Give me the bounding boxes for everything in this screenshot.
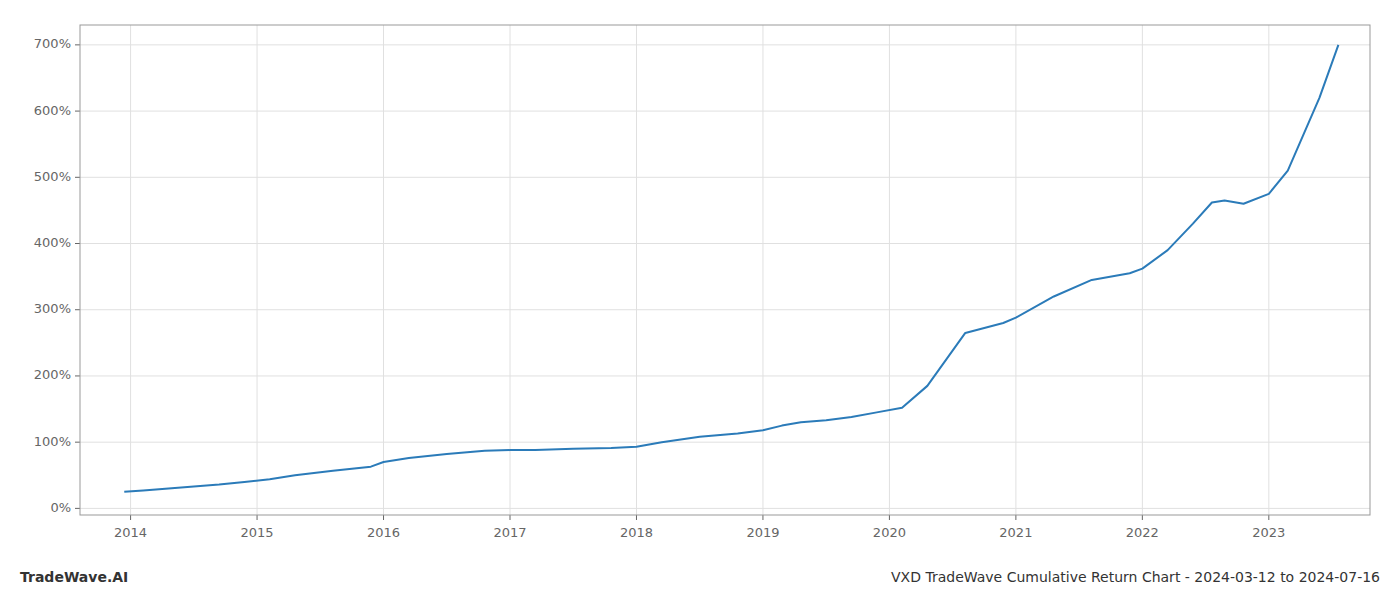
chart: 0% 100% 200% 300% 400% 500% 600% 700% 2014 2015 20… (0, 0, 1400, 600)
grid-line (762, 25, 763, 515)
tick-label: 600% (34, 103, 71, 118)
grid-line (80, 309, 1370, 310)
grid-line (257, 25, 258, 515)
tick-label: 200% (34, 367, 71, 382)
line (124, 45, 1338, 492)
tick-label: 2020 (873, 525, 906, 540)
axes: 0% 100% 200% 300% 400% 500% 600% 700% 2014 2015 20… (34, 25, 1370, 540)
watermark: TradeWave.AI (20, 569, 128, 585)
tick-label: 700% (34, 36, 71, 51)
tick-label: 2016 (367, 525, 400, 540)
tick-mark (1015, 515, 1016, 520)
grid-line (636, 25, 637, 515)
tick-label: 2019 (746, 525, 779, 540)
tick-label: 2018 (620, 525, 653, 540)
tick-mark (75, 508, 80, 509)
tick-mark (510, 515, 511, 520)
tick-label: 400% (34, 235, 71, 250)
grid-line (510, 25, 511, 515)
tick-mark (75, 243, 80, 244)
tick-mark (762, 515, 763, 520)
grid-line (1015, 25, 1016, 515)
series (124, 45, 1338, 492)
tick-label: 100% (34, 434, 71, 449)
plot-frame (80, 25, 1370, 515)
tick-mark (636, 515, 637, 520)
tick-label: 2023 (1252, 525, 1285, 540)
tick-label: 2022 (1126, 525, 1159, 540)
grid-line (383, 25, 384, 515)
tick-mark (257, 515, 258, 520)
grid-line (80, 442, 1370, 443)
grid-line (80, 111, 1370, 112)
tick-mark (383, 515, 384, 520)
tick-mark (1268, 515, 1269, 520)
tick-mark (75, 44, 80, 45)
tick-mark (75, 442, 80, 443)
tick-label: 0% (50, 500, 71, 515)
grid-line (80, 508, 1370, 509)
tick-label: 500% (34, 169, 71, 184)
grid-line (889, 25, 890, 515)
grid-line (80, 243, 1370, 244)
grid-line (1142, 25, 1143, 515)
tick-mark (75, 111, 80, 112)
tick-label: 2017 (493, 525, 526, 540)
grid-line (80, 375, 1370, 376)
grid-line (1268, 25, 1269, 515)
grid-line (80, 44, 1370, 45)
tick-label: 2014 (114, 525, 147, 540)
tick-label: 2021 (999, 525, 1032, 540)
tick-mark (75, 375, 80, 376)
tick-mark (1142, 515, 1143, 520)
tick-mark (889, 515, 890, 520)
title: VXD TradeWave Cumulative Return Chart - … (891, 569, 1380, 585)
background (0, 0, 1400, 600)
grid (80, 25, 1370, 515)
tick-mark (75, 177, 80, 178)
tick-mark (75, 309, 80, 310)
grid-line (80, 177, 1370, 178)
grid-line (130, 25, 131, 515)
tick-label: 2015 (241, 525, 274, 540)
tick-mark (130, 515, 131, 520)
tick-label: 300% (34, 301, 71, 316)
